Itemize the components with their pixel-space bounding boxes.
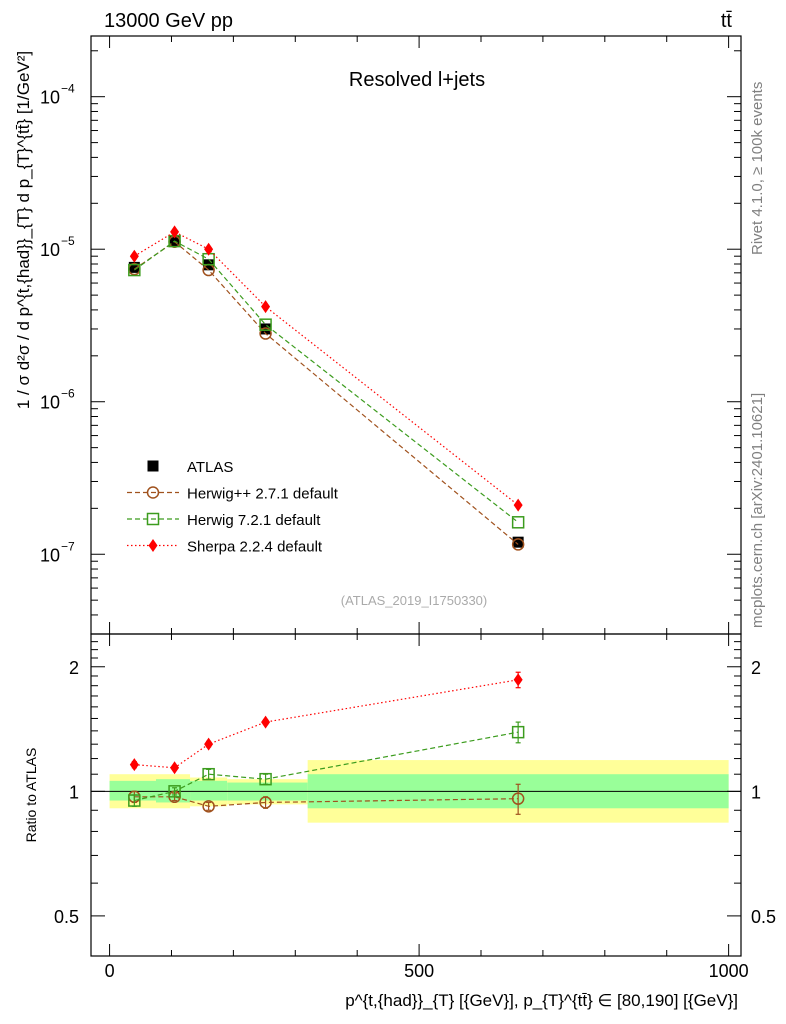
data-point — [513, 498, 523, 512]
band-inner — [190, 780, 228, 801]
main-y-tick-labels: 10−710−610−510−4 — [40, 82, 75, 566]
main-plot-layer — [91, 36, 741, 956]
analysis-watermark: (ATLAS_2019_I1750330) — [341, 593, 487, 608]
legend-label: Herwig++ 2.7.1 default — [187, 486, 339, 503]
legend-entry-sherpa-2-2-4-default: Sherpa 2.2.4 default — [127, 539, 323, 556]
ratio-y-tick-label: 2 — [69, 658, 79, 678]
process-label: tt̄ — [721, 10, 733, 32]
data-point — [128, 263, 141, 277]
data-point — [129, 249, 139, 263]
main-y-tick-exponent: −4 — [61, 82, 75, 96]
ratio-data-point — [259, 772, 272, 786]
ratio-series-herwig-7-2-1-default — [128, 721, 525, 807]
data-point — [259, 318, 272, 331]
data-point — [261, 300, 271, 314]
band-inner — [109, 780, 156, 801]
data-point — [511, 516, 525, 529]
ratio-data-point — [170, 761, 180, 775]
ratio-panel: 0.5 0.5 1 1 2 2 0 500 1000 Ratio to ATLAS p^{t,… — [23, 633, 776, 1010]
ratio-data-point — [168, 785, 181, 798]
legend: ATLAS Herwig++ 2.7.1 default Herwig 7.2.1 … — [127, 459, 339, 556]
legend-entry-atlas: ATLAS — [147, 459, 233, 476]
ratio-y-tick-label: 0.5 — [54, 907, 79, 927]
ratio-data-point — [128, 794, 141, 807]
data-point — [259, 327, 272, 340]
ratio-data-point — [511, 792, 525, 805]
main-y-tick-exponent: −5 — [61, 234, 75, 248]
ratio-series-line — [134, 679, 519, 769]
ratio-plot-layer — [91, 633, 741, 957]
x-axis-label: p^{t,{had}}_{T} [{GeV}], p_{T}^{tt̄} ∈ [… — [345, 991, 738, 1010]
series-herwig-7-2-1-default — [128, 234, 525, 529]
main-y-tick-label: 10 — [40, 240, 60, 260]
ratio-y-tick-labels: 0.5 0.5 1 1 2 2 — [54, 658, 776, 927]
ratio-tick-marks — [91, 633, 741, 957]
x-tick-label: 0 — [105, 961, 115, 981]
main-y-tick-label: 10 — [40, 393, 60, 413]
ratio-y-tick-label: 1 — [69, 782, 79, 802]
x-tick-labels: 0 500 1000 — [105, 961, 749, 981]
ratio-panel-frame — [90, 633, 742, 957]
ratio-data-point — [259, 796, 272, 809]
legend-label: Herwig 7.2.1 default — [187, 512, 321, 529]
legend-marker — [146, 486, 160, 499]
data-point — [511, 538, 525, 551]
main-y-tick-exponent: −6 — [61, 387, 75, 401]
data-point — [170, 225, 180, 239]
series-line — [133, 240, 519, 523]
legend-marker — [147, 460, 159, 472]
main-title: Resolved l+jets — [349, 69, 485, 91]
ratio-data-point — [202, 800, 215, 813]
ratio-data-point — [511, 725, 525, 739]
data-point — [204, 242, 214, 256]
main-y-tick-label: 10 — [40, 88, 60, 108]
ratio-data-point — [513, 673, 523, 687]
ratio-data-point — [261, 715, 271, 729]
main-y-tick-label: 10 — [40, 545, 60, 565]
legend-entry-herwig-2-7-1-default: Herwig++ 2.7.1 default — [127, 486, 339, 503]
legend-entry-herwig-7-2-1-default: Herwig 7.2.1 default — [127, 512, 321, 529]
legend-label: ATLAS — [187, 459, 233, 476]
ratio-series-sherpa-2-2-4-default — [129, 671, 523, 775]
main-tick-marks — [91, 36, 741, 956]
data-point — [260, 323, 272, 335]
ratio-data-point — [202, 767, 215, 781]
ratio-y-tick-label-right: 0.5 — [751, 907, 776, 927]
x-tick-label: 1000 — [709, 961, 749, 981]
ratio-y-tick-label-right: 1 — [751, 782, 761, 802]
ratio-y-tick-label-right: 2 — [751, 658, 761, 678]
ratio-data-point — [204, 737, 214, 751]
legend-marker — [146, 512, 160, 526]
main-y-axis-label: 1 / σ d²σ / d p^{t,{had}}_{T} d p_{T}^{t… — [14, 51, 33, 409]
main-y-tick-exponent: −7 — [61, 539, 75, 553]
legend-label: Sherpa 2.2.4 default — [187, 539, 323, 556]
ratio-series-line — [134, 731, 519, 802]
mcplots-label: mcplots.cern.ch [arXiv:2401.10621] — [749, 393, 766, 628]
legend-marker — [148, 539, 158, 552]
ratio-y-axis-label: Ratio to ATLAS — [23, 748, 39, 843]
series-herwig-2-7-1-default — [128, 235, 525, 551]
rivet-version-label: Rivet 4.1.0, ≥ 100k events — [749, 82, 766, 255]
data-point — [128, 261, 140, 273]
data-point — [512, 536, 524, 548]
x-tick-label: 500 — [404, 961, 434, 981]
main-panel: Resolved l+jets (ATLAS_2019_I1750330) 10… — [14, 35, 742, 956]
collision-label: 13000 GeV pp — [104, 10, 233, 32]
series-sherpa-2-2-4-default — [129, 225, 523, 512]
ratio-data-point — [129, 758, 139, 772]
